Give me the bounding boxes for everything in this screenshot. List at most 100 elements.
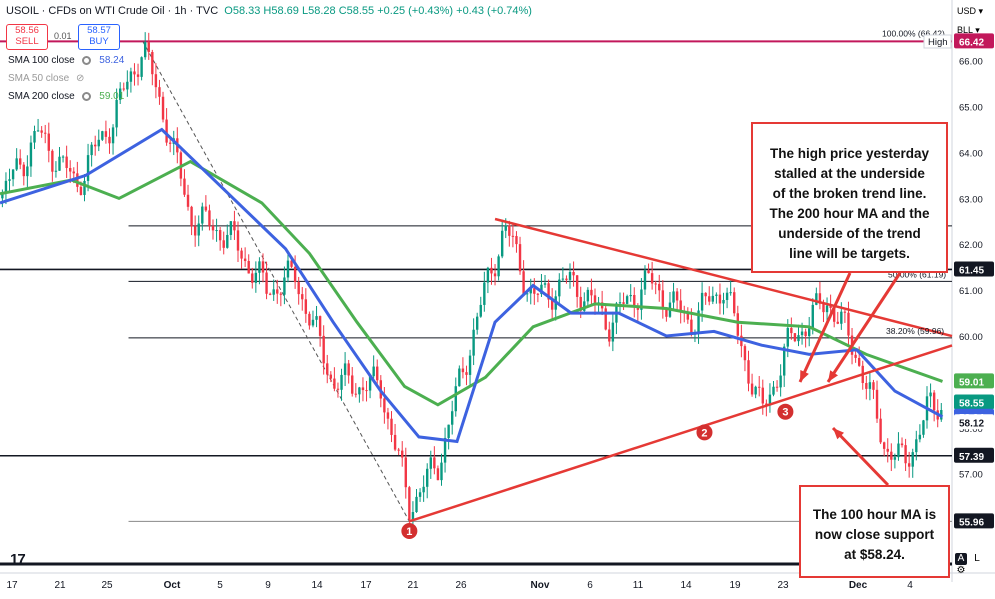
- callout-arrow-3-head: [833, 428, 845, 440]
- candle-body: [240, 250, 243, 259]
- candle-body: [793, 333, 797, 342]
- legend-sma200-value: 59.01: [99, 91, 125, 102]
- callout-arrow-1: [798, 272, 852, 383]
- candle-body: [254, 272, 258, 283]
- candle-body: [54, 170, 58, 172]
- callout-line: The 100 hour MA is: [812, 507, 937, 522]
- candle-body: [408, 487, 411, 520]
- callout-line: at $58.24.: [844, 547, 905, 562]
- currency-select[interactable]: USD ▾: [957, 6, 984, 16]
- candle-body: [243, 258, 247, 262]
- candle-body: [493, 273, 497, 277]
- sell-button[interactable]: 58.56 SELL: [6, 24, 48, 50]
- candle-body: [47, 133, 50, 151]
- settings-icon[interactable]: [81, 56, 91, 65]
- price-label-box: [954, 33, 994, 49]
- candle-body: [829, 305, 832, 308]
- candle-body: [579, 296, 582, 311]
- candle-body: [22, 164, 25, 177]
- settings-icon[interactable]: [81, 92, 91, 101]
- symbol-info[interactable]: USOIL · CFDs on WTI Crude Oil · 1h · TVC…: [6, 5, 532, 17]
- candle-body: [147, 42, 150, 53]
- candle-body: [918, 434, 922, 440]
- candle-body: [550, 299, 554, 310]
- candle-body: [543, 283, 547, 285]
- candle-body: [315, 316, 318, 320]
- price-label: 61.45: [959, 265, 984, 276]
- candle-body: [101, 131, 104, 140]
- candle-body: [390, 418, 393, 435]
- sma200-line: [0, 159, 944, 407]
- candle-body: [522, 271, 525, 294]
- legend-sma50[interactable]: SMA 50 close ⊘: [8, 73, 84, 84]
- candle-body: [711, 295, 715, 302]
- y-tick-label: 61.00: [959, 286, 983, 297]
- candle-body: [301, 294, 304, 300]
- candle-body: [690, 319, 693, 335]
- candle-body: [122, 88, 125, 90]
- candle-body: [647, 270, 650, 274]
- unit-select[interactable]: BLL ▾: [957, 25, 980, 35]
- legend-sma100-name: SMA 100 close: [8, 55, 75, 66]
- candle-body: [308, 313, 311, 326]
- marker-label-1: 1: [406, 526, 412, 538]
- candle-body: [825, 305, 829, 313]
- candle-body: [140, 57, 143, 77]
- ohlc-close: C58.55: [338, 5, 375, 17]
- y-tick-label: 62.00: [959, 240, 983, 251]
- candle-body: [572, 271, 575, 276]
- auto-scale-button[interactable]: A: [955, 553, 967, 565]
- candle-body: [736, 313, 739, 336]
- candle-body: [625, 296, 629, 304]
- candle-body: [279, 293, 283, 295]
- candle-body: [168, 142, 172, 144]
- candle-body: [729, 292, 732, 294]
- candle-body: [8, 179, 11, 181]
- settings-icon[interactable]: ⚙: [956, 565, 966, 576]
- legend-sma100[interactable]: SMA 100 close 58.24: [8, 55, 124, 66]
- candle-body: [465, 372, 468, 375]
- candle-body: [126, 81, 129, 90]
- candle-body: [922, 420, 925, 435]
- candle-body: [897, 443, 900, 458]
- eye-hidden-icon[interactable]: ⊘: [75, 73, 85, 84]
- candle-body: [854, 354, 857, 358]
- candle-body: [865, 383, 868, 389]
- candle-body: [500, 230, 504, 257]
- interval[interactable]: 1h: [174, 5, 187, 17]
- candle-body: [383, 398, 386, 413]
- candle-body: [568, 271, 572, 280]
- log-scale-button[interactable]: L: [974, 553, 980, 564]
- candle-body: [272, 289, 275, 295]
- candle-body: [61, 156, 65, 158]
- y-tick-label: 64.00: [959, 148, 983, 159]
- candle-body: [458, 368, 461, 387]
- symbol-name[interactable]: USOIL: [6, 5, 39, 17]
- x-tick-label: 11: [633, 580, 644, 591]
- candle-body: [772, 386, 775, 395]
- buy-button[interactable]: 58.57 BUY: [78, 24, 120, 50]
- candle-body: [508, 225, 511, 236]
- candle-body: [665, 309, 668, 317]
- candle-body: [154, 74, 158, 88]
- candle-body: [19, 158, 22, 165]
- candle-body: [547, 283, 550, 300]
- candle-body: [468, 355, 472, 375]
- candle-body: [422, 486, 425, 493]
- candle-body: [697, 310, 700, 334]
- candle-body: [318, 316, 322, 336]
- candle-body: [29, 142, 33, 167]
- legend-sma200[interactable]: SMA 200 close 59.01: [8, 91, 124, 102]
- candle-body: [490, 267, 493, 274]
- tradingview-logo[interactable]: 17: [10, 551, 26, 568]
- candle-body: [904, 445, 907, 464]
- callout-top: The high price yesterday stalled at the …: [751, 122, 948, 273]
- callout-bottom: The 100 hour MA is now close support at …: [799, 485, 950, 578]
- candle-body: [304, 299, 308, 314]
- marker-label-3: 3: [782, 407, 788, 419]
- candle-body: [118, 88, 122, 100]
- x-tick-label: 21: [407, 580, 419, 591]
- candle-body: [775, 386, 779, 388]
- candle-body: [322, 335, 325, 364]
